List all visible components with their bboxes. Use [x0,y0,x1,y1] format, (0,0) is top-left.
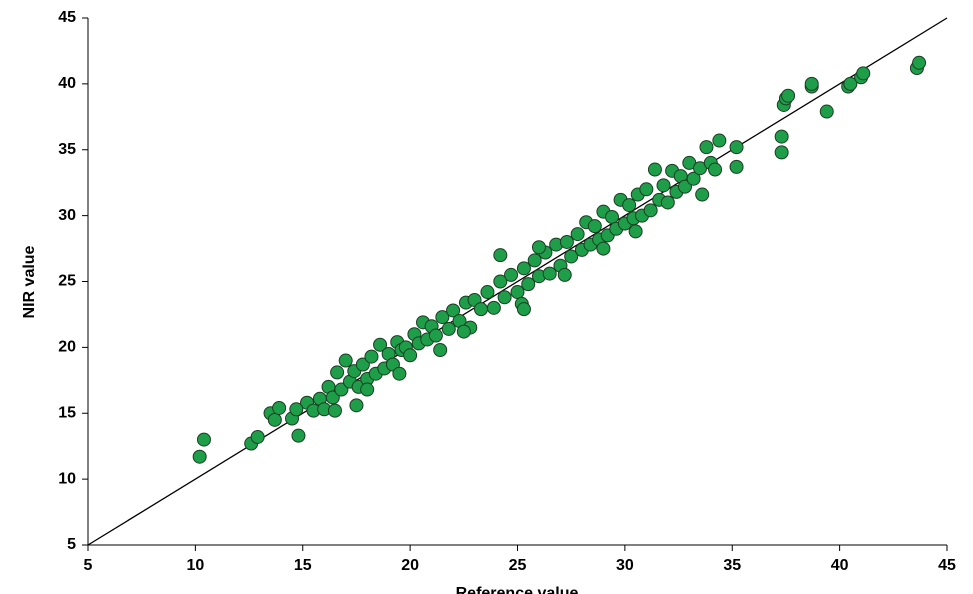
data-point [267,412,282,427]
data-point [686,171,701,186]
data-point [804,76,819,91]
data-point [531,240,546,255]
data-point [557,267,572,282]
data-point [559,234,574,249]
x-tick-label: 15 [294,557,312,574]
data-point [542,266,557,281]
y-tick-label: 10 [58,470,76,487]
data-point [639,182,654,197]
data-point [622,198,637,213]
data-point [433,343,448,358]
data-point [527,253,542,268]
data-point [373,337,388,352]
data-point [774,129,789,144]
data-point [493,248,508,263]
data-point [334,382,349,397]
data-point [480,285,495,300]
data-point [446,303,461,318]
data-point [360,382,375,397]
y-tick-label: 45 [58,9,76,26]
data-point [291,428,306,443]
identity-line [87,17,948,546]
data-point [364,349,379,364]
data-point [596,241,611,256]
data-point [604,209,619,224]
y-tick-label: 25 [58,273,76,290]
data-point [196,432,211,447]
data-point [695,187,710,202]
data-point [435,310,450,325]
data-point [587,219,602,234]
x-tick-label: 30 [616,557,634,574]
data-point [192,449,207,464]
y-tick-label: 30 [58,207,76,224]
x-tick-label: 20 [401,557,419,574]
data-point [493,274,508,289]
data-point [338,353,353,368]
x-tick-label: 5 [84,557,93,574]
y-tick-label: 20 [58,339,76,356]
x-tick-label: 25 [509,557,527,574]
data-point [349,398,364,413]
data-point [289,402,304,417]
data-point [570,227,585,242]
data-point [330,365,345,380]
x-tick-label: 45 [938,557,956,574]
data-point [392,366,407,381]
data-point [708,162,723,177]
data-point [250,429,265,444]
data-point [473,302,488,317]
y-tick-label: 15 [58,404,76,421]
x-tick-label: 40 [831,557,849,574]
data-point [497,290,512,305]
data-point [712,133,727,148]
data-point [843,76,858,91]
data-point [781,88,796,103]
data-point [441,321,456,336]
data-point [564,249,579,264]
data-point [403,348,418,363]
data-point [325,390,340,405]
data-point [516,261,531,276]
data-point [729,140,744,155]
data-point [856,66,871,81]
data-point [355,357,370,372]
y-tick-label: 5 [67,536,76,553]
x-tick-label: 35 [723,557,741,574]
data-point [628,224,643,239]
data-point [456,324,471,339]
data-point [486,300,501,315]
y-tick-label: 35 [58,141,76,158]
y-axis-label: NIR value [21,245,38,318]
data-point [428,328,443,343]
data-point [510,285,525,300]
data-point [774,145,789,160]
data-point [656,178,671,193]
data-point [819,104,834,119]
data-point [643,203,658,218]
x-axis-label: Reference value [456,585,579,594]
data-point [912,55,927,70]
data-point [504,267,519,282]
data-point [729,159,744,174]
data-point [678,179,693,194]
data-point [660,195,675,210]
data-point [327,403,342,418]
data-point [272,400,287,415]
data-point [521,277,536,292]
x-tick-label: 10 [186,557,204,574]
data-point [699,140,714,155]
data-point [647,162,662,177]
data-point [516,302,531,317]
y-tick-label: 40 [58,75,76,92]
